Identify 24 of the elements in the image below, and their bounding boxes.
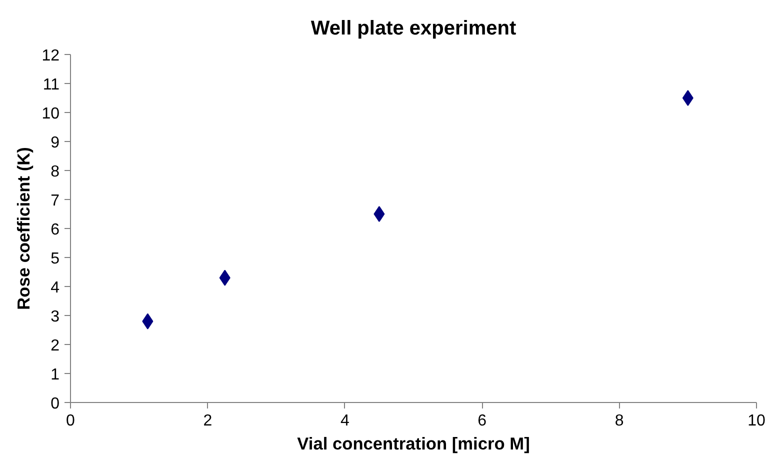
y-axis-title: Rose coefficient (K) — [14, 147, 34, 310]
point — [682, 90, 694, 106]
y-tick-label: 5 — [50, 250, 60, 268]
y-tick-label: 11 — [42, 76, 60, 94]
x-tick-label: 8 — [614, 412, 624, 430]
y-tick-label: 12 — [42, 48, 60, 64]
point — [374, 206, 385, 222]
y-tick-label: 3 — [50, 308, 60, 326]
y-tick-label: 8 — [50, 164, 60, 180]
y-tick-label: 0 — [50, 396, 60, 412]
x-axis-title: Vial concentration [micro M] — [297, 434, 530, 454]
x-tick-label: 2 — [203, 412, 212, 430]
x-tick-label: 10 — [748, 412, 766, 430]
y-tick-label: 6 — [50, 222, 60, 238]
y-tick-label: 2 — [50, 338, 60, 354]
y-tick-label: 10 — [42, 106, 60, 122]
y-tick-label: 9 — [50, 134, 60, 152]
y-tick-label: 1 — [50, 366, 60, 384]
x-tick-label: 4 — [340, 412, 350, 430]
y-tick-label: 7 — [50, 192, 60, 210]
x-tick-label: 0 — [66, 412, 76, 430]
y-tick-label: 4 — [50, 280, 60, 296]
chart-title: Well plate experiment — [310, 18, 516, 40]
x-tick-label: 6 — [478, 412, 487, 430]
